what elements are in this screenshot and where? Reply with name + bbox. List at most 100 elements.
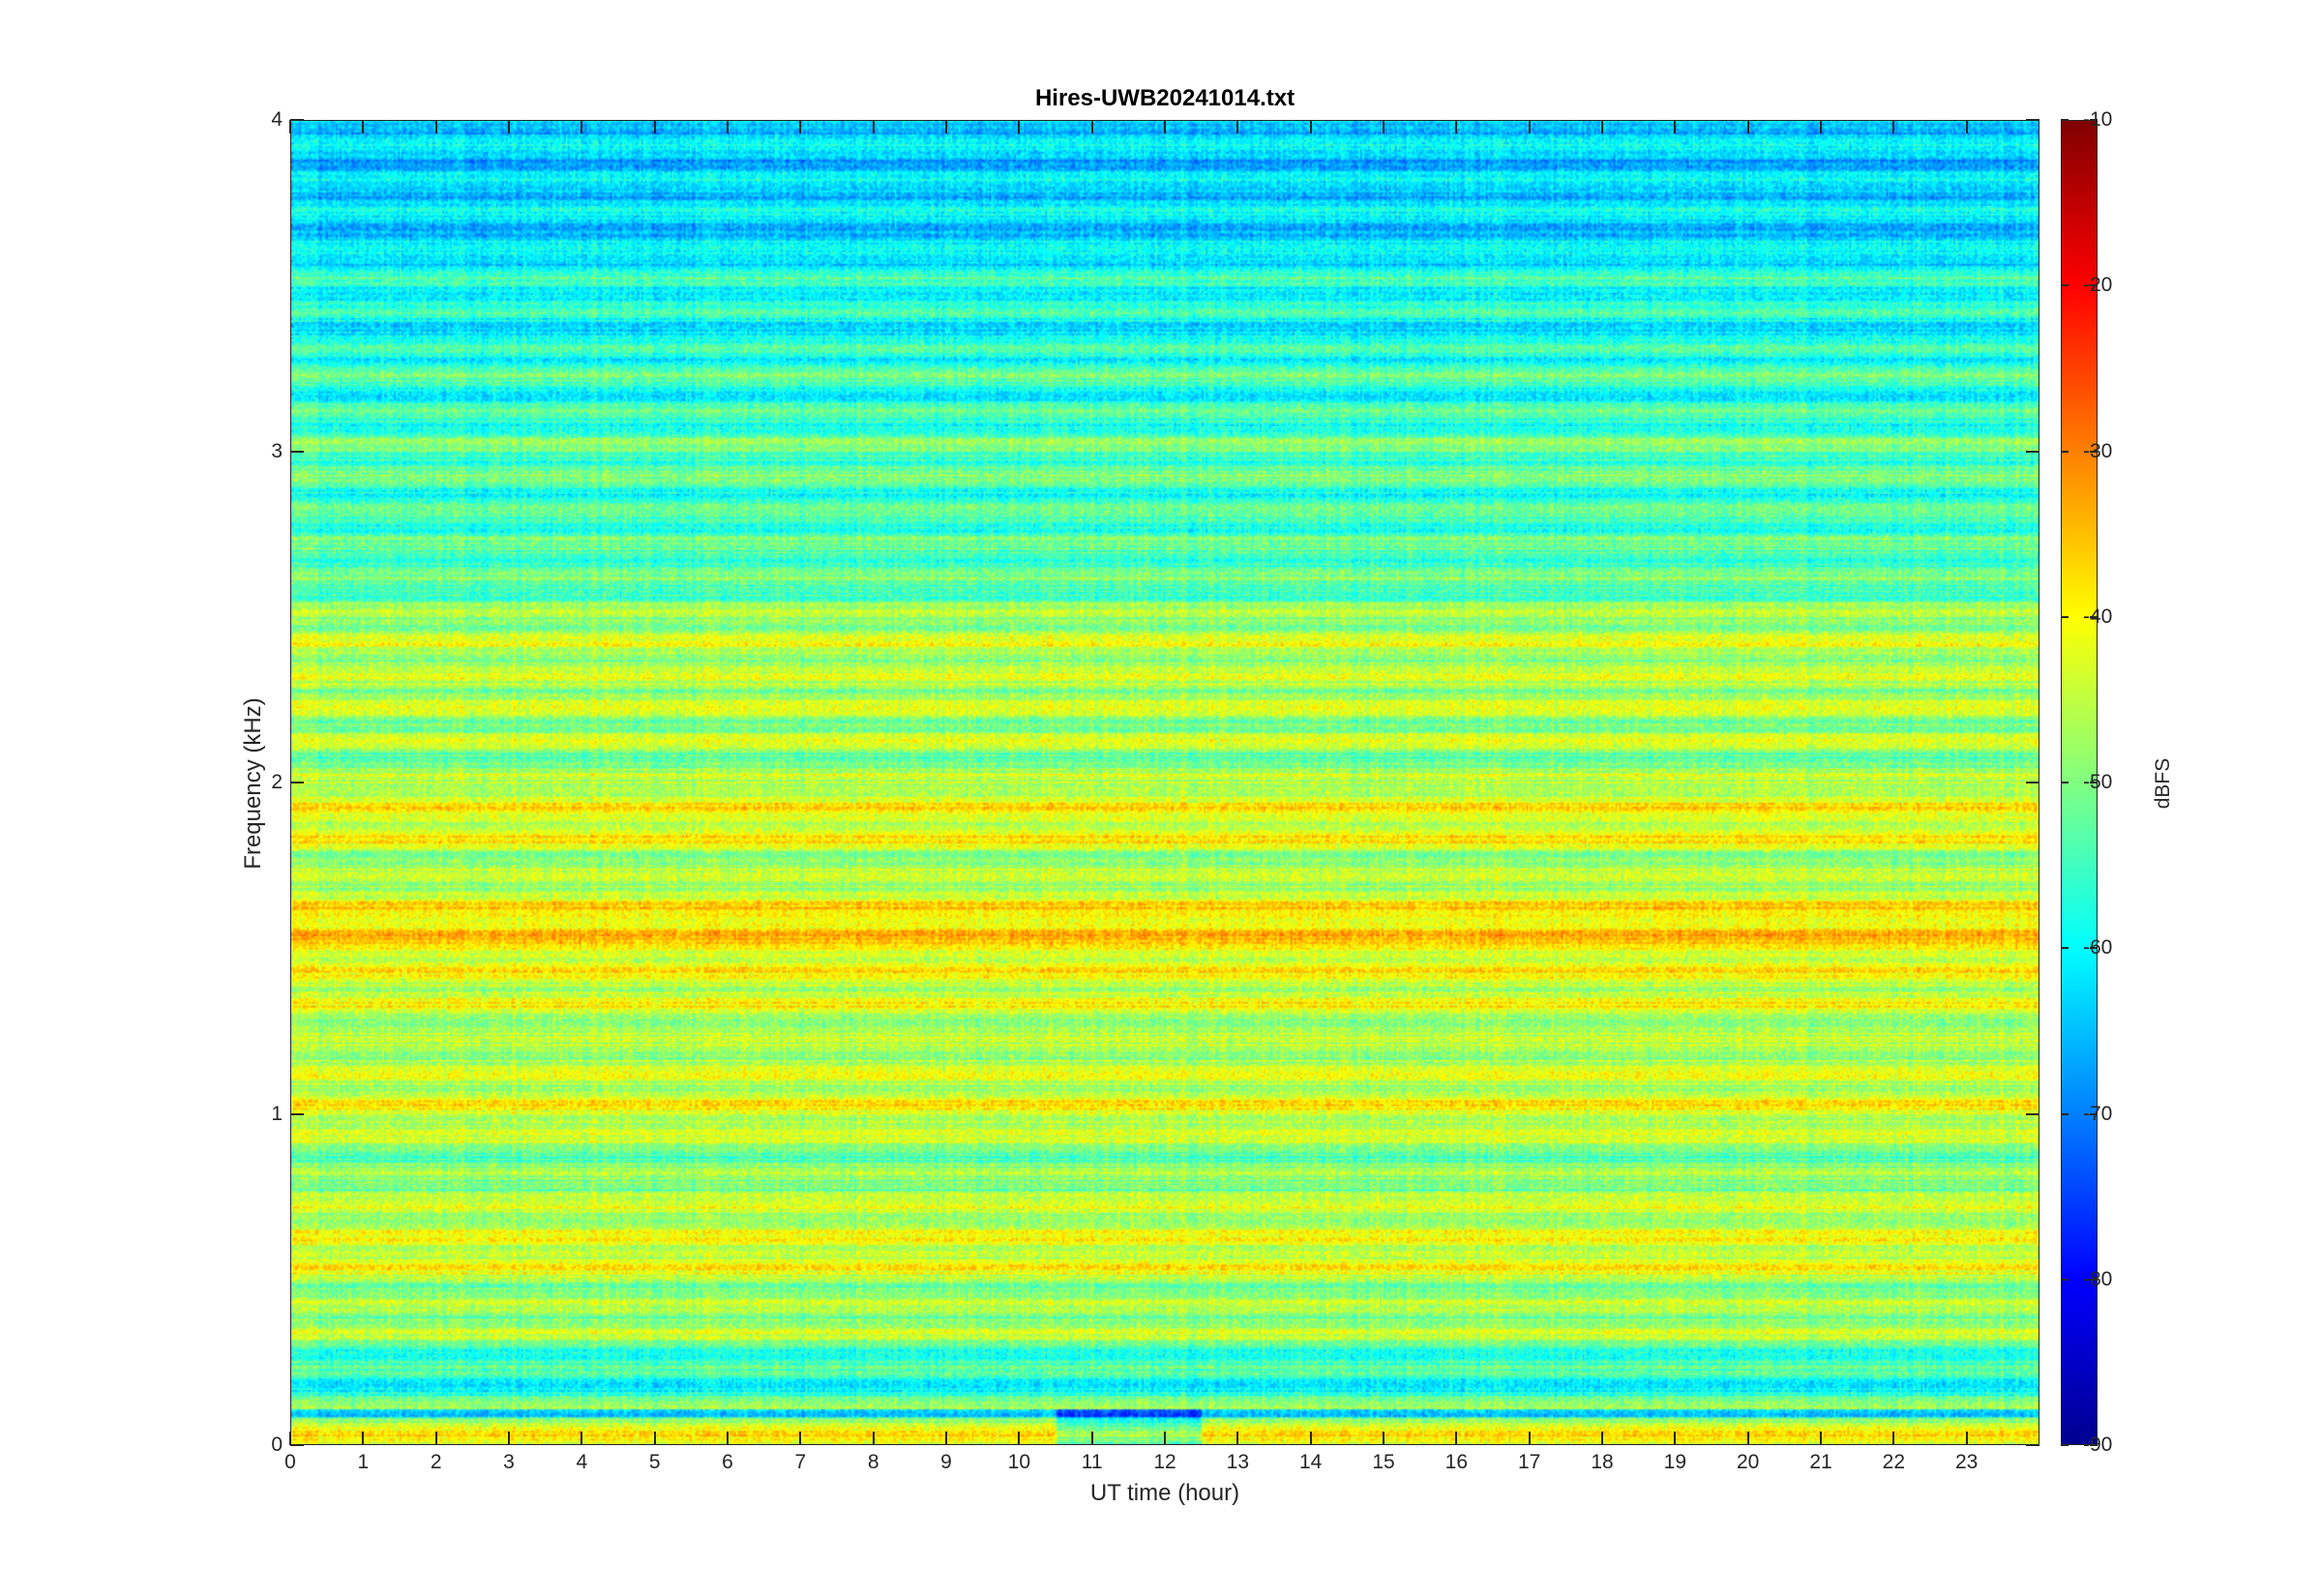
colorbar-tick-label: -70 <box>2083 1102 2113 1125</box>
x-tick-label: 22 <box>1882 1451 1906 1473</box>
colorbar-tick-label: -90 <box>2083 1433 2113 1456</box>
x-tick-mark <box>1455 120 1458 133</box>
colorbar-tick-mark <box>2090 450 2098 453</box>
spectrogram-heatmap <box>291 121 2039 1444</box>
y-axis-label: Frequency (kHz) <box>240 697 266 870</box>
colorbar-tick-mark <box>2061 1112 2069 1115</box>
x-tick-label: 13 <box>1226 1451 1250 1473</box>
plot-area <box>290 120 2039 1445</box>
x-tick-mark <box>799 1432 802 1445</box>
x-tick-mark <box>434 120 437 133</box>
y-tick-label: 3 <box>271 439 283 462</box>
x-tick-label: 5 <box>648 1451 661 1473</box>
colorbar-tick-label: -60 <box>2083 936 2113 960</box>
x-tick-label: 10 <box>1007 1451 1031 1473</box>
x-tick-mark <box>362 120 365 133</box>
x-tick-mark <box>1820 120 1822 133</box>
x-tick-mark <box>1674 120 1677 133</box>
x-tick-label: 3 <box>503 1451 515 1473</box>
colorbar-tick-mark <box>2090 615 2098 618</box>
x-tick-label: 4 <box>576 1451 588 1473</box>
colorbar-tick-label: -20 <box>2083 274 2113 297</box>
x-tick-mark <box>362 1432 365 1445</box>
y-tick-mark <box>2026 1444 2039 1446</box>
x-tick-mark <box>289 1432 291 1445</box>
x-tick-label: 21 <box>1809 1451 1832 1473</box>
x-tick-mark <box>1309 1432 1312 1445</box>
colorbar-tick-label: -30 <box>2083 439 2113 462</box>
colorbar-tick-mark <box>2090 119 2098 121</box>
x-tick-mark <box>1309 120 1312 133</box>
y-tick-mark <box>290 119 304 121</box>
x-tick-label: 15 <box>1372 1451 1395 1473</box>
x-tick-mark <box>508 120 510 133</box>
colorbar-tick-mark <box>2061 119 2069 121</box>
x-tick-mark <box>1528 120 1531 133</box>
x-tick-mark <box>580 120 583 133</box>
x-tick-mark <box>1820 1432 1822 1445</box>
x-tick-mark <box>653 1432 656 1445</box>
x-tick-label: 17 <box>1517 1451 1541 1473</box>
y-tick-mark <box>290 1112 304 1115</box>
x-tick-label: 16 <box>1444 1451 1469 1473</box>
colorbar-tick-mark <box>2061 1278 2069 1281</box>
y-tick-mark <box>2026 119 2039 121</box>
x-tick-label: 6 <box>722 1451 733 1473</box>
colorbar-tick-mark <box>2061 947 2069 950</box>
y-tick-label: 0 <box>271 1433 283 1456</box>
x-tick-label: 7 <box>794 1451 807 1473</box>
colorbar-tick-mark <box>2090 1112 2098 1115</box>
x-tick-mark <box>1746 1432 1749 1445</box>
x-tick-mark <box>799 120 802 133</box>
x-tick-mark <box>1236 1432 1239 1445</box>
x-tick-label: 18 <box>1591 1451 1614 1473</box>
colorbar-tick-label: -50 <box>2083 771 2113 793</box>
x-tick-label: 11 <box>1081 1451 1103 1473</box>
x-tick-label: 14 <box>1298 1451 1323 1473</box>
x-tick-mark <box>1455 1432 1458 1445</box>
y-tick-label: 2 <box>271 771 283 793</box>
colorbar-tick-label: -10 <box>2083 108 2113 131</box>
x-tick-mark <box>1090 1432 1093 1445</box>
colorbar-tick-label: -40 <box>2083 605 2113 628</box>
x-axis-label: UT time (hour) <box>1089 1480 1240 1506</box>
x-tick-mark <box>1018 1432 1021 1445</box>
colorbar-tick-label: -80 <box>2083 1267 2113 1290</box>
y-tick-mark <box>290 450 304 453</box>
x-tick-mark <box>1601 1432 1603 1445</box>
x-tick-label: 8 <box>867 1451 879 1473</box>
x-tick-label: 0 <box>284 1451 296 1473</box>
colorbar-tick-mark <box>2061 450 2069 453</box>
x-tick-label: 19 <box>1663 1451 1687 1473</box>
y-tick-mark <box>2026 1112 2039 1115</box>
colorbar-label: dBFS <box>2152 757 2174 810</box>
x-tick-mark <box>1892 120 1895 133</box>
y-tick-mark <box>2026 450 2039 453</box>
x-tick-label: 9 <box>940 1451 952 1473</box>
x-tick-mark <box>1892 1432 1895 1445</box>
x-tick-mark <box>727 120 729 133</box>
x-tick-label: 12 <box>1153 1451 1176 1473</box>
x-tick-mark <box>1236 120 1239 133</box>
x-tick-mark <box>508 1432 510 1445</box>
x-tick-mark <box>872 120 875 133</box>
x-tick-mark <box>1383 120 1384 133</box>
x-tick-mark <box>1674 1432 1677 1445</box>
x-tick-mark <box>1164 120 1166 133</box>
x-tick-mark <box>1164 1432 1166 1445</box>
colorbar-tick-mark <box>2090 782 2098 783</box>
x-tick-mark <box>1090 120 1093 133</box>
x-tick-label: 20 <box>1736 1451 1760 1473</box>
y-tick-label: 4 <box>271 108 283 131</box>
x-tick-mark <box>289 120 291 133</box>
y-tick-mark <box>2026 782 2039 783</box>
x-tick-mark <box>1965 1432 1968 1445</box>
x-tick-mark <box>945 120 947 133</box>
x-tick-mark <box>1528 1432 1531 1445</box>
y-tick-label: 1 <box>271 1102 283 1125</box>
x-tick-label: 2 <box>430 1451 442 1473</box>
x-tick-mark <box>1383 1432 1384 1445</box>
colorbar-tick-mark <box>2090 1444 2098 1446</box>
x-tick-mark <box>1601 120 1603 133</box>
